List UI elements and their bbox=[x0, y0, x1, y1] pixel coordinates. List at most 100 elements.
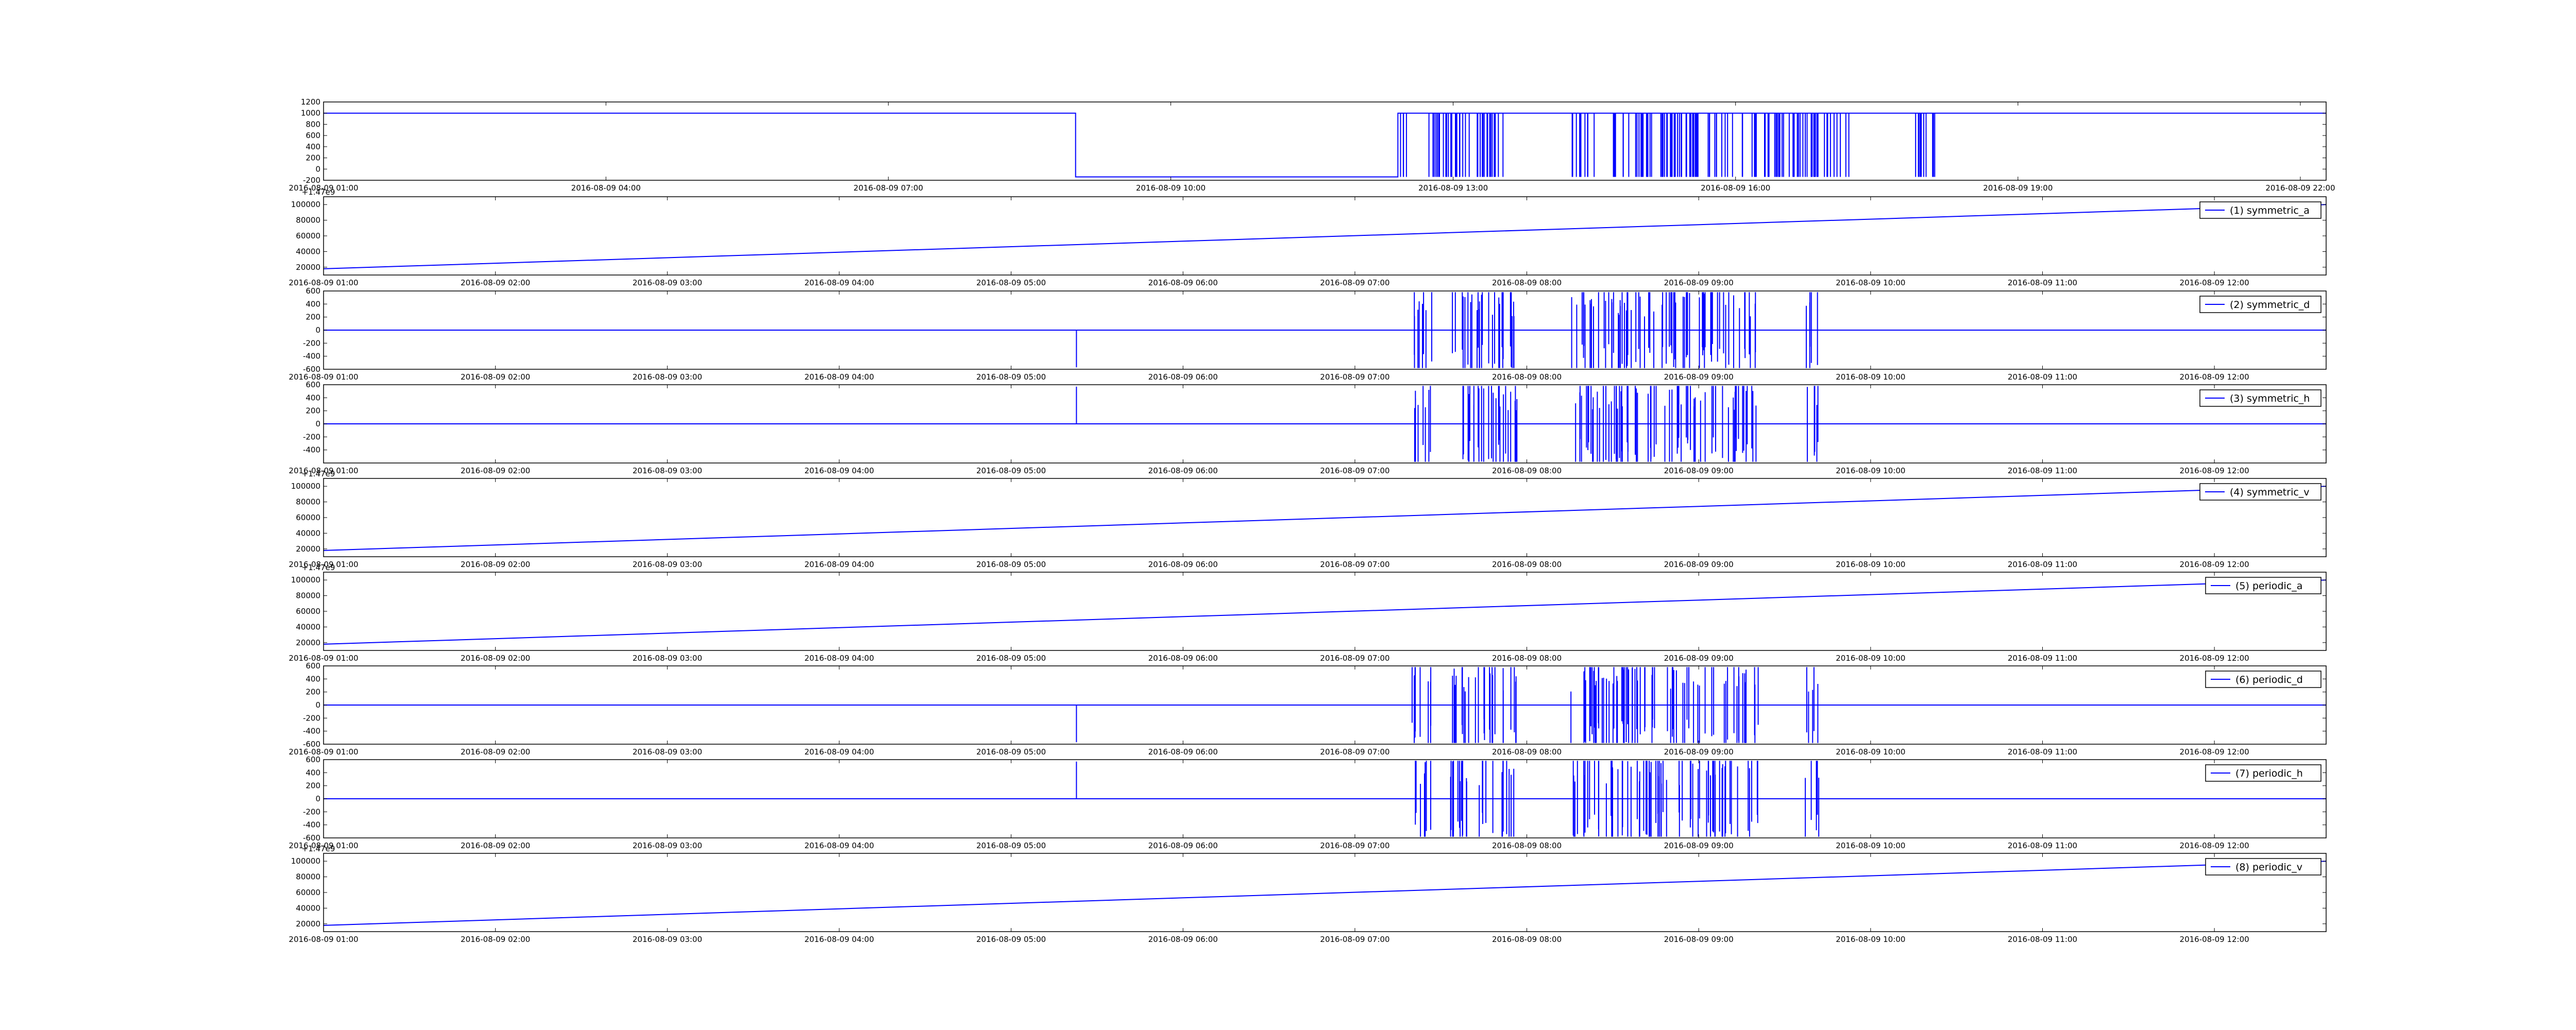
x-tick-label: 2016-08-09 08:00 bbox=[1492, 654, 1562, 663]
subplot-7: 2016-08-09 01:00 2016-08-09 02:00 2016-08-… bbox=[289, 755, 2327, 850]
x-tick-label: 2016-08-09 04:00 bbox=[804, 372, 874, 382]
y-tick-label: 20000 bbox=[296, 638, 320, 647]
x-tick-label: 2016-08-09 09:00 bbox=[1664, 466, 1734, 475]
y-tick-label: 600 bbox=[306, 755, 320, 764]
series-line-1 bbox=[323, 204, 2327, 269]
x-tick-label: 2016-08-09 01:00 bbox=[289, 747, 358, 757]
subplot-4: 2016-08-09 01:00 2016-08-09 02:00 2016-08-… bbox=[289, 469, 2327, 569]
x-tick-label: 2016-08-09 10:00 bbox=[1836, 278, 1905, 287]
x-tick-label: 2016-08-09 13:00 bbox=[1418, 183, 1488, 193]
y-tick-label: -600 bbox=[303, 365, 320, 374]
axes-frame-4 bbox=[323, 478, 2327, 557]
x-tick-label: 2016-08-09 08:00 bbox=[1492, 278, 1562, 287]
x-tick-label: 2016-08-09 09:00 bbox=[1664, 278, 1734, 287]
axes-frame-8 bbox=[323, 853, 2327, 932]
x-tick-label: 2016-08-09 06:00 bbox=[1148, 372, 1218, 382]
x-tick-label: 2016-08-09 10:00 bbox=[1836, 466, 1905, 475]
y-tick-label: 0 bbox=[315, 794, 320, 803]
series-line-5 bbox=[323, 579, 2327, 645]
x-tick-label: 2016-08-09 12:00 bbox=[2180, 935, 2249, 944]
subplot-2: 2016-08-09 01:00 2016-08-09 02:00 2016-08-… bbox=[289, 286, 2327, 382]
y-tick-label: 100000 bbox=[291, 856, 320, 866]
x-tick-label: 2016-08-09 04:00 bbox=[571, 183, 641, 193]
y-tick-label: 20000 bbox=[296, 919, 320, 929]
y-tick-label: 600 bbox=[306, 661, 320, 671]
y-tick-label: 20000 bbox=[296, 263, 320, 272]
x-tick-label: 2016-08-09 07:00 bbox=[1320, 935, 1389, 944]
x-tick-label: 2016-08-09 06:00 bbox=[1148, 278, 1218, 287]
x-tick-label: 2016-08-09 05:00 bbox=[976, 841, 1046, 850]
x-tick-label: 2016-08-09 11:00 bbox=[2008, 560, 2077, 569]
x-tick-label: 2016-08-09 01:00 bbox=[289, 278, 358, 287]
x-tick-label: 2016-08-09 02:00 bbox=[461, 278, 530, 287]
x-tick-label: 2016-08-09 07:00 bbox=[1320, 466, 1389, 475]
y-tick-label: 800 bbox=[306, 119, 320, 129]
y-tick-label: -400 bbox=[303, 820, 320, 830]
x-tick-label: 2016-08-09 07:00 bbox=[1320, 747, 1389, 757]
x-tick-label: 2016-08-09 05:00 bbox=[976, 278, 1046, 287]
legend-box bbox=[2199, 389, 2321, 407]
x-tick-label: 2016-08-09 19:00 bbox=[1983, 183, 2053, 193]
x-tick-label: 2016-08-09 01:00 bbox=[289, 466, 358, 475]
x-tick-label: 2016-08-09 22:00 bbox=[2265, 183, 2335, 193]
x-tick-label: 2016-08-09 02:00 bbox=[461, 372, 530, 382]
x-tick-label: 2016-08-09 08:00 bbox=[1492, 560, 1562, 569]
x-tick-label: 2016-08-09 12:00 bbox=[2180, 654, 2249, 663]
x-tick-label: 2016-08-09 09:00 bbox=[1664, 935, 1734, 944]
x-tick-label: 2016-08-09 09:00 bbox=[1664, 372, 1734, 382]
x-tick-label: 2016-08-09 11:00 bbox=[2008, 278, 2077, 287]
x-tick-label: 2016-08-09 09:00 bbox=[1664, 747, 1734, 757]
y-tick-label: 40000 bbox=[296, 903, 320, 913]
x-tick-label: 2016-08-09 04:00 bbox=[804, 278, 874, 287]
series-line-3 bbox=[324, 386, 2326, 462]
x-tick-label: 2016-08-09 05:00 bbox=[976, 372, 1046, 382]
y-tick-label: -200 bbox=[303, 338, 320, 348]
y-tick-label: 80000 bbox=[296, 591, 320, 600]
x-tick-label: 2016-08-09 03:00 bbox=[633, 278, 702, 287]
y-tick-label: -400 bbox=[303, 727, 320, 736]
x-tick-label: 2016-08-09 09:00 bbox=[1664, 560, 1734, 569]
x-tick-label: 2016-08-09 07:00 bbox=[1320, 654, 1389, 663]
y-tick-label: 0 bbox=[315, 419, 320, 428]
y-tick-label: 0 bbox=[315, 164, 320, 174]
y-tick-label: 600 bbox=[306, 286, 320, 296]
x-tick-label: 2016-08-09 03:00 bbox=[633, 560, 702, 569]
x-tick-label: 2016-08-09 09:00 bbox=[1664, 841, 1734, 850]
x-tick-label: 2016-08-09 06:00 bbox=[1148, 935, 1218, 944]
y-tick-label: 80000 bbox=[296, 872, 320, 882]
x-tick-label: 2016-08-09 02:00 bbox=[461, 841, 530, 850]
y-tick-label: 200 bbox=[306, 153, 320, 163]
y-tick-label: -200 bbox=[303, 176, 320, 185]
subplot-0: 2016-08-09 01:00 2016-08-09 04:00 2016-08-… bbox=[289, 97, 2335, 193]
legend-label: (6) periodic_d bbox=[2235, 674, 2303, 685]
x-tick-label: 2016-08-09 10:00 bbox=[1836, 560, 1905, 569]
x-tick-label: 2016-08-09 10:00 bbox=[1836, 747, 1905, 757]
x-tick-label: 2016-08-09 01:00 bbox=[289, 560, 358, 569]
axes-frame-5 bbox=[323, 572, 2327, 651]
x-offset-label: +1.47e9 bbox=[302, 469, 335, 478]
series-line-6 bbox=[324, 667, 2326, 743]
legend-label: (1) symmetric_a bbox=[2230, 205, 2310, 216]
y-tick-label: 400 bbox=[306, 142, 320, 151]
x-tick-label: 2016-08-09 01:00 bbox=[289, 935, 358, 944]
subplot-5: 2016-08-09 01:00 2016-08-09 02:00 2016-08-… bbox=[289, 563, 2327, 663]
x-tick-label: 2016-08-09 10:00 bbox=[1836, 841, 1905, 850]
subplot-1: 2016-08-09 01:00 2016-08-09 02:00 2016-08-… bbox=[289, 187, 2327, 287]
series-line-0 bbox=[324, 112, 2326, 178]
legend-label: (5) periodic_a bbox=[2235, 580, 2302, 592]
y-tick-label: 400 bbox=[306, 299, 320, 308]
x-tick-label: 2016-08-09 03:00 bbox=[633, 841, 702, 850]
x-tick-label: 2016-08-09 10:00 bbox=[1836, 372, 1905, 382]
x-tick-label: 2016-08-09 12:00 bbox=[2180, 841, 2249, 850]
y-tick-label: 400 bbox=[306, 393, 320, 402]
x-tick-label: 2016-08-09 03:00 bbox=[633, 747, 702, 757]
subplot-6: 2016-08-09 01:00 2016-08-09 02:00 2016-08-… bbox=[289, 661, 2327, 757]
x-tick-label: 2016-08-09 09:00 bbox=[1664, 654, 1734, 663]
x-tick-label: 2016-08-09 08:00 bbox=[1492, 841, 1562, 850]
x-tick-label: 2016-08-09 07:00 bbox=[1320, 372, 1389, 382]
x-tick-label: 2016-08-09 02:00 bbox=[461, 466, 530, 475]
x-tick-label: 2016-08-09 10:00 bbox=[1836, 654, 1905, 663]
x-tick-label: 2016-08-09 11:00 bbox=[2008, 466, 2077, 475]
y-tick-label: 400 bbox=[306, 768, 320, 777]
